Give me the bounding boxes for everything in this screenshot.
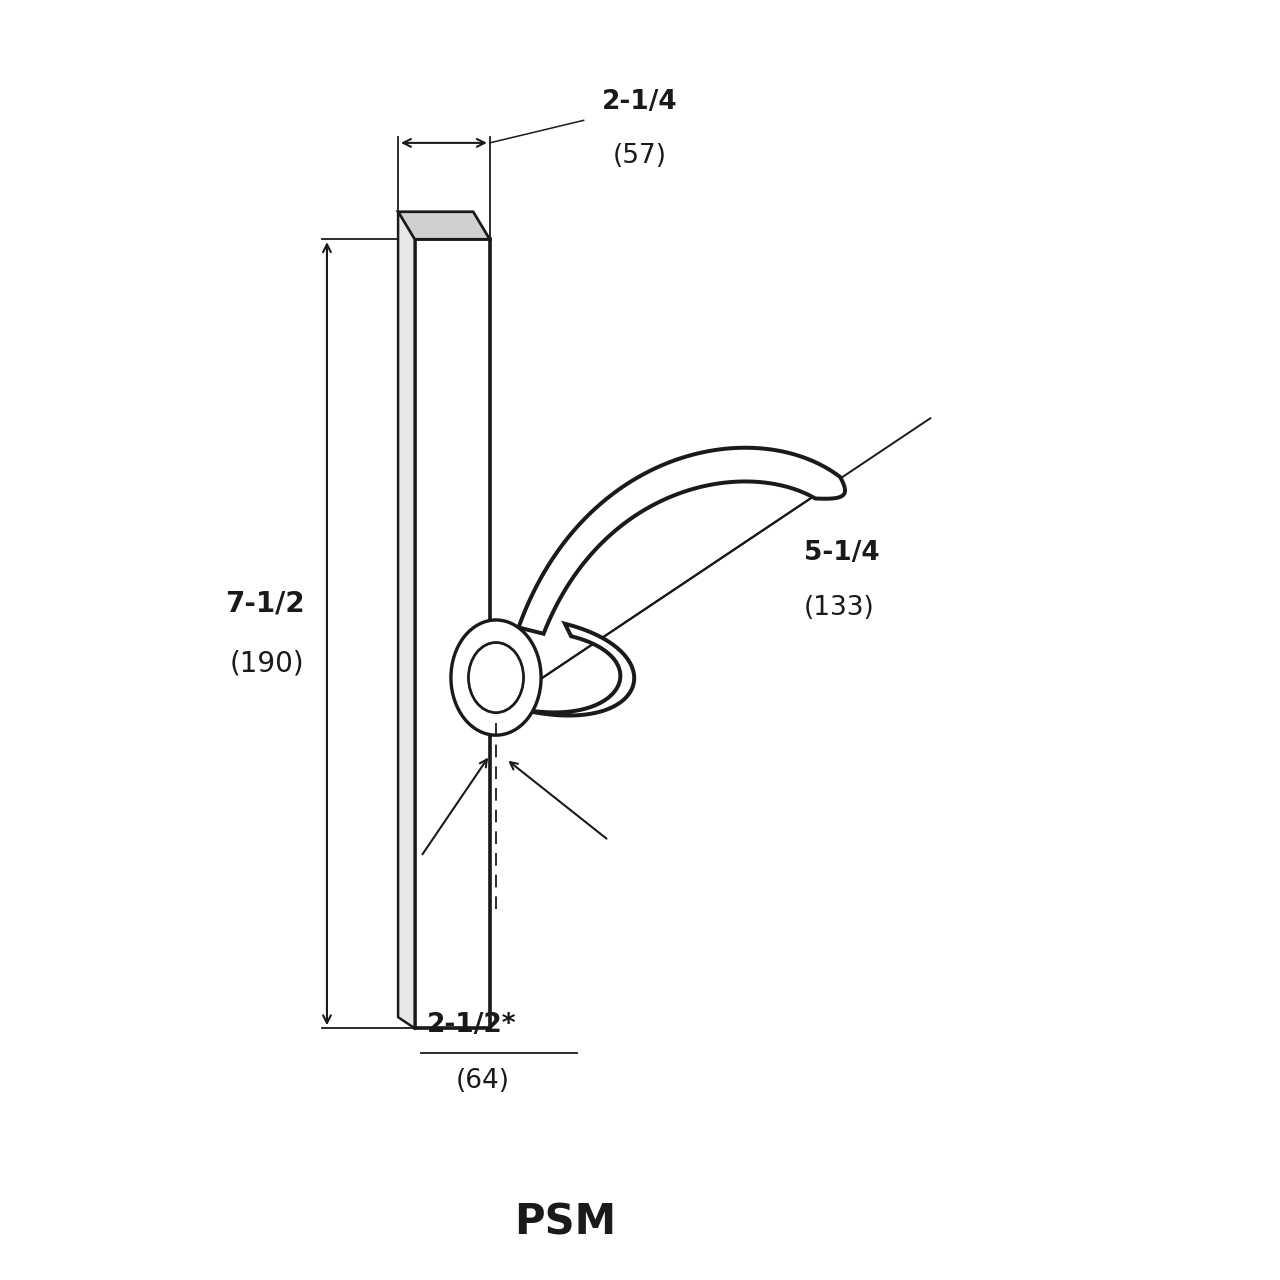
Ellipse shape	[451, 620, 541, 735]
Polygon shape	[398, 211, 490, 239]
Text: 2-1/2*: 2-1/2*	[428, 1012, 517, 1038]
Text: PSM: PSM	[513, 1201, 616, 1243]
Text: (133): (133)	[804, 595, 874, 621]
Text: 7-1/2: 7-1/2	[225, 590, 305, 618]
Polygon shape	[398, 211, 415, 1028]
Polygon shape	[415, 239, 490, 1028]
Text: (57): (57)	[613, 143, 667, 169]
Text: 5-1/4: 5-1/4	[804, 540, 879, 566]
Text: (190): (190)	[230, 650, 305, 678]
Text: (64): (64)	[456, 1069, 509, 1094]
Polygon shape	[518, 623, 634, 716]
Ellipse shape	[468, 643, 524, 713]
Polygon shape	[518, 448, 845, 634]
Text: 2-1/4: 2-1/4	[602, 90, 678, 115]
